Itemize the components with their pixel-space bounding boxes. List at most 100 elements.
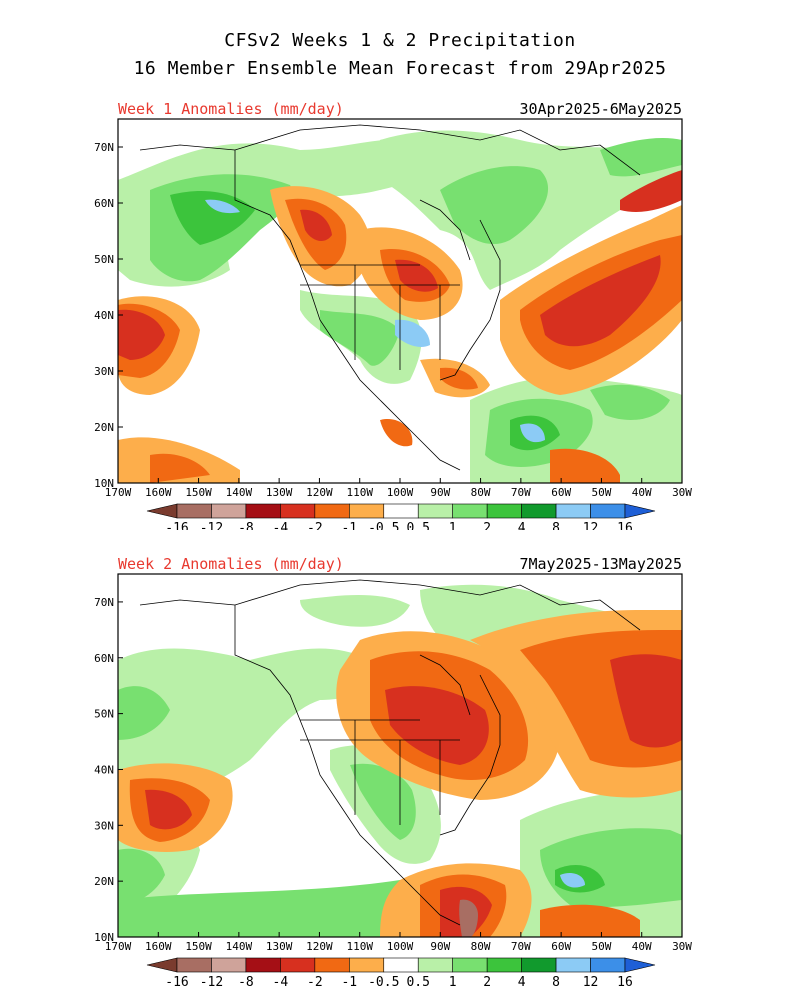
lon-tick-label: 30W <box>672 486 692 499</box>
colorbar-max-arrow <box>624 503 656 519</box>
colorbar-segment <box>521 503 557 519</box>
colorbar-label: 8 <box>552 975 560 990</box>
colorbar-segment <box>486 957 522 973</box>
colorbar-segment <box>280 503 316 519</box>
lon-tick-label: 70W <box>511 940 531 953</box>
lon-tick-label: 50W <box>591 940 611 953</box>
colorbar-segment <box>176 957 212 973</box>
colorbar-label: 8 <box>552 521 560 530</box>
lat-tick-label: 10N <box>94 477 114 490</box>
colorbar-label: -2 <box>307 521 323 530</box>
lon-tick-label: 130W <box>266 940 293 953</box>
colorbar-label: 12 <box>583 975 599 990</box>
lat-tick-label: 60N <box>94 197 114 210</box>
colorbar-max-arrow <box>624 957 656 973</box>
lon-tick-label: 40W <box>632 486 652 499</box>
colorbar-label: -12 <box>200 975 223 990</box>
colorbar-segment <box>245 503 281 519</box>
week1-colorbar: -16 -12 -8 -4 -2 -1 -0.5 0.5 1 2 4 8 12 16 <box>146 503 656 530</box>
colorbar-label: -4 <box>273 975 289 990</box>
colorbar-segment <box>417 503 453 519</box>
lat-tick-label: 30N <box>94 365 114 378</box>
colorbar-segment <box>383 957 419 973</box>
lon-tick-label: 150W <box>185 940 212 953</box>
week2-anomaly-field <box>118 574 682 937</box>
lat-tick-label: 70N <box>94 141 114 154</box>
colorbar-label: 1 <box>449 521 457 530</box>
colorbar-label: -12 <box>200 521 223 530</box>
lon-tick-label: 60W <box>551 486 571 499</box>
lon-tick-label: 80W <box>471 486 491 499</box>
colorbar-label: 0.5 <box>406 975 429 990</box>
colorbar-segment <box>521 957 557 973</box>
colorbar-segment <box>555 957 591 973</box>
lon-tick-label: 50W <box>591 486 611 499</box>
colorbar-label: -8 <box>238 975 254 990</box>
lon-tick-label: 140W <box>226 486 253 499</box>
colorbar-label: -4 <box>273 521 289 530</box>
week1-coastlines <box>139 124 641 471</box>
colorbar-segment <box>590 503 626 519</box>
chart-title-line1: CFSv2 Weeks 1 & 2 Precipitation <box>224 30 576 51</box>
week2-coastlines <box>139 579 641 926</box>
lon-tick-label: 90W <box>430 940 450 953</box>
week2-colorbar: -16 -12 -8 -4 -2 -1 -0.5 0.5 1 2 4 8 12 16 <box>146 957 656 990</box>
lon-tick-label: 170W <box>105 486 132 499</box>
week1-lat-axis: 70N 60N 50N 40N 30N 20N 10N <box>94 141 123 490</box>
panel2-dates: 7May2025-13May2025 <box>519 555 682 573</box>
week1-lon-axis: 170W 160W 150W 140W 130W 120W 110W 100W 90W 80W 70… <box>105 478 692 499</box>
lat-tick-label: 10N <box>94 931 114 944</box>
colorbar-label: 2 <box>483 975 491 990</box>
colorbar-min-arrow <box>146 503 178 519</box>
lon-tick-label: 80W <box>471 940 491 953</box>
lon-tick-label: 90W <box>430 486 450 499</box>
colorbar-label: -2 <box>307 975 323 990</box>
colorbar-segment <box>452 957 488 973</box>
colorbar-label: 4 <box>518 975 526 990</box>
week2-lon-axis: 170W 160W 150W 140W 130W 120W 110W 100W 90W 80W 70… <box>105 932 692 953</box>
colorbar-segment <box>176 503 212 519</box>
lat-tick-label: 30N <box>94 819 114 832</box>
chart-title-line2: 16 Member Ensemble Mean Forecast from 29… <box>133 58 667 79</box>
colorbar-segment <box>555 503 591 519</box>
lon-tick-label: 110W <box>346 486 373 499</box>
colorbar-label: 2 <box>483 521 491 530</box>
lat-tick-label: 50N <box>94 253 114 266</box>
week1-anomaly-field <box>118 119 682 483</box>
lat-tick-label: 70N <box>94 596 114 609</box>
colorbar-label: -8 <box>238 521 254 530</box>
lon-tick-label: 140W <box>226 940 253 953</box>
colorbar-label: 1 <box>449 975 457 990</box>
lon-tick-label: 40W <box>632 940 652 953</box>
colorbar-segment <box>314 957 350 973</box>
lon-tick-label: 30W <box>672 940 692 953</box>
lon-tick-label: 120W <box>306 940 333 953</box>
colorbar-segment <box>383 503 419 519</box>
colorbar-label: 4 <box>518 521 526 530</box>
lon-tick-label: 130W <box>266 486 293 499</box>
colorbar-segment <box>245 957 281 973</box>
panel1-label: Week 1 Anomalies (mm/day) <box>118 100 344 118</box>
lon-tick-label: 60W <box>551 940 571 953</box>
colorbar-label: -16 <box>165 975 188 990</box>
colorbar-segment <box>211 503 247 519</box>
colorbar-segment <box>486 503 522 519</box>
colorbar-label: -1 <box>341 975 357 990</box>
lat-tick-label: 40N <box>94 763 114 776</box>
lon-tick-label: 110W <box>346 940 373 953</box>
lon-tick-label: 160W <box>145 940 172 953</box>
panel2-label: Week 2 Anomalies (mm/day) <box>118 555 344 573</box>
panel1-dates: 30Apr2025-6May2025 <box>519 100 682 118</box>
lat-tick-label: 40N <box>94 309 114 322</box>
week2-lat-axis: 70N 60N 50N 40N 30N 20N 10N <box>94 596 123 944</box>
lon-tick-label: 70W <box>511 486 531 499</box>
colorbar-segment <box>280 957 316 973</box>
colorbar-segment <box>349 957 385 973</box>
lon-tick-label: 120W <box>306 486 333 499</box>
colorbar-label: -16 <box>165 521 188 530</box>
colorbar-segment <box>314 503 350 519</box>
colorbar-segment <box>452 503 488 519</box>
colorbar-label: 12 <box>583 521 599 530</box>
